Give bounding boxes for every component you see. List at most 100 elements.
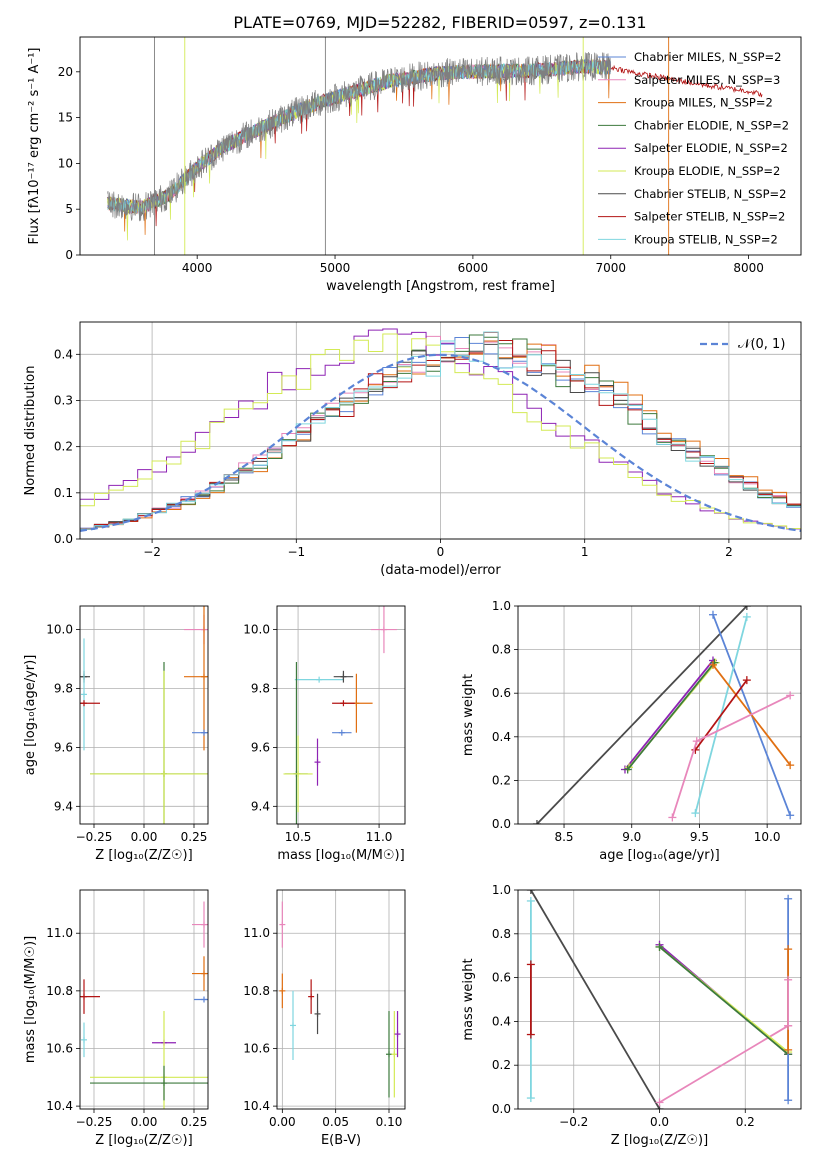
errorbar-point: [81, 638, 87, 751]
normal-curve: [80, 353, 801, 532]
panel-mass_vs_Z: −0.25 0.00 0.25 10.4 10.6 10.8 11.0 Z [log₁₀(Z/…: [23, 889, 209, 1148]
y-tick-label: 0.2: [54, 440, 73, 454]
y-tick-label: 10.8: [243, 984, 270, 998]
spectrum-legend: Chabrier MILES, N_SSP=2 Salpeter MILES, N…: [598, 50, 789, 246]
y-tick-label: 9.6: [54, 740, 73, 754]
x-axis-label: wavelength [Angstrom, rest frame]: [326, 279, 555, 294]
errorbar-point: [370, 606, 397, 654]
x-tick-label: 10.0: [754, 830, 781, 844]
grid-weight_vs_Z: [518, 889, 801, 1110]
errorbar-point: [192, 729, 208, 736]
x-tick-label: 0.05: [322, 1115, 349, 1129]
x-tick-label: −0.2: [559, 1115, 588, 1129]
plot-area-mass_vs_ebv: [279, 901, 401, 1098]
legend-label: Chabrier MILES, N_SSP=2: [634, 50, 781, 64]
y-axis-label: mass [log₁₀(M/M☉)]: [23, 936, 38, 1063]
y-tick-label: 9.4: [251, 799, 270, 813]
y-axis-label: Normed distribution: [23, 366, 38, 496]
legend-label: Kroupa MILES, N_SSP=2: [634, 96, 773, 110]
y-tick-label: 10.6: [243, 1041, 270, 1055]
panel-residual_histogram: −2 −1 0 1 2 0.0 0.1 0.2 0.3 0.4 (data-model)/error…: [23, 321, 802, 578]
y-tick-label: 0.2: [492, 1058, 511, 1072]
axes-frame: [517, 889, 802, 1110]
errorbar-point: [90, 670, 208, 824]
plot-area-age_vs_Z: [80, 606, 208, 824]
y-tick-label: 11.0: [46, 926, 73, 940]
x-tick-label: 5000: [320, 261, 351, 275]
y-tick-label: 0.4: [492, 730, 511, 744]
histogram-legend: 𝒩(0, 1): [700, 337, 785, 352]
y-tick-label: 10: [58, 156, 73, 170]
y-tick-label: 20: [58, 65, 73, 79]
weight-line-salpeter-stelib: [694, 679, 748, 751]
errorbar-point: [290, 990, 296, 1061]
legend-label: Salpeter MILES, N_SSP=3: [634, 73, 780, 87]
spectrum-data: [107, 51, 611, 222]
y-tick-label: 9.6: [251, 740, 270, 754]
x-axis-label: mass [log₁₀(M/M☉)]: [277, 848, 404, 863]
x-tick-label: 0.2: [736, 1115, 755, 1129]
panel-spectrum: 4000 5000 6000 7000 8000 0 5 10 15 20 wavelength […: [27, 36, 802, 294]
plot-area-mass_vs_Z: [80, 901, 208, 1109]
axes-frame: [79, 605, 209, 825]
weight-line-salpeter-miles: [659, 1025, 789, 1104]
legend-label: Salpeter ELODIE, N_SSP=2: [634, 141, 788, 155]
y-tick-label: 15: [58, 111, 73, 125]
y-tick-label: 10.0: [46, 623, 73, 637]
y-tick-label: 0: [65, 248, 73, 262]
weight-line-salpeter-elodie: [624, 659, 714, 771]
y-axis-label: mass weight: [461, 674, 476, 756]
grid-mass_vs_ebv: [277, 890, 405, 1109]
panel-weight_vs_age: 8.5 9.0 9.5 10.0 0.0 0.2 0.4 0.6 0.8 1.0 age [log₁…: [461, 599, 802, 863]
grid-age_vs_Z: [80, 606, 208, 824]
axes-frame: [276, 889, 406, 1110]
errorbar-point: [184, 606, 208, 751]
x-tick-label: 0.00: [131, 1115, 158, 1129]
axes-frame: [276, 605, 406, 825]
y-tick-label: 0.4: [492, 1014, 511, 1028]
x-axis-label: E(B-V): [321, 1133, 361, 1148]
x-tick-label: −2: [143, 545, 161, 559]
y-tick-label: 9.4: [54, 799, 73, 813]
x-axis-label: Z [log₁₀(Z/Z☉)]: [95, 848, 192, 863]
y-axis-label: mass weight: [461, 958, 476, 1040]
x-tick-label: 11.0: [366, 830, 393, 844]
legend-label: Chabrier ELODIE, N_SSP=2: [634, 118, 789, 132]
errorbar-point: [81, 1022, 87, 1058]
y-tick-label: 10.8: [46, 984, 73, 998]
panel-mass_vs_ebv: 0.00 0.05 0.10 10.4 10.6 10.8 11.0 E(B-V): [243, 889, 406, 1148]
axes-frame: [79, 321, 802, 540]
errorbar-point: [332, 700, 355, 707]
x-tick-label: 8.5: [554, 830, 573, 844]
axes-frame: [79, 36, 802, 256]
y-tick-label: 0.8: [492, 927, 511, 941]
errorbar-point: [283, 735, 313, 813]
y-tick-label: 10.4: [243, 1099, 270, 1113]
x-tick-label: 0.00: [269, 1115, 296, 1129]
x-tick-label: 9.0: [622, 830, 641, 844]
weight-line-salpeter-miles: [671, 694, 791, 818]
spectrum-model-extended: [610, 64, 763, 98]
axes-frame: [79, 889, 209, 1110]
plot-area-age_vs_mass: [283, 606, 397, 824]
errorbar-point: [314, 993, 321, 1035]
plot-area-weight_vs_age: [532, 606, 795, 824]
y-tick-label: 1.0: [492, 599, 511, 613]
x-tick-label: −0.25: [76, 830, 113, 844]
errorbar-point: [194, 996, 208, 1003]
y-tick-label: 1.0: [492, 883, 511, 897]
y-axis-label: Flux [fλ10⁻¹⁷ erg cm⁻² s⁻¹ A⁻¹]: [27, 48, 42, 245]
x-axis-label: (data-model)/error: [380, 563, 501, 578]
axes-frame: [517, 605, 802, 825]
y-tick-label: 0.4: [54, 347, 73, 361]
x-tick-label: 6000: [458, 261, 489, 275]
x-tick-label: 9.5: [690, 830, 709, 844]
y-tick-label: 0.0: [54, 532, 73, 546]
legend-label: Kroupa ELODIE, N_SSP=2: [634, 164, 780, 178]
grid-weight_vs_age: [518, 605, 801, 825]
y-tick-label: 0.1: [54, 486, 73, 500]
y-axis-label: age [log₁₀(age/yr)]: [23, 655, 38, 776]
y-tick-label: 0.6: [492, 971, 511, 985]
errorbar-point: [391, 1011, 398, 1098]
